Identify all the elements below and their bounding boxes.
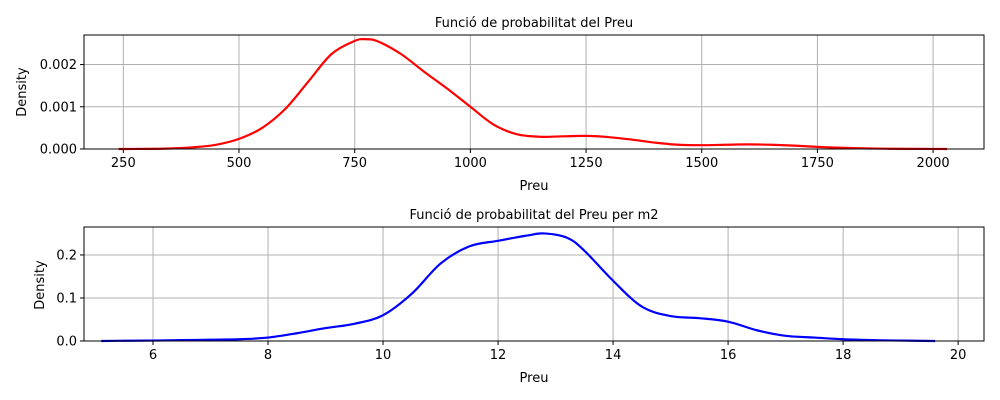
x-tick-label: 2000 bbox=[917, 156, 950, 171]
y-tick-label: 0.000 bbox=[40, 143, 77, 158]
x-axis: 6 8 10 12 14 16 18 20 bbox=[149, 341, 967, 363]
x-tick-label: 250 bbox=[111, 156, 136, 171]
y-tick-label: 0.1 bbox=[56, 291, 77, 306]
x-tick-label: 6 bbox=[149, 348, 157, 363]
y-axis-label: Density bbox=[15, 67, 30, 117]
x-tick-label: 18 bbox=[835, 348, 852, 363]
x-tick-label: 8 bbox=[264, 348, 272, 363]
x-tick-label: 14 bbox=[605, 348, 622, 363]
price-density-plot: Funció de probabilitat del Preu 250 500 75… bbox=[15, 16, 985, 194]
x-tick-label: 1250 bbox=[570, 156, 603, 171]
y-tick-label: 0.001 bbox=[40, 100, 77, 115]
chart-title: Funció de probabilitat del Preu bbox=[435, 16, 633, 31]
x-tick-label: 10 bbox=[375, 348, 392, 363]
y-axis-label: Density bbox=[33, 260, 48, 310]
price-per-m2-density-plot: Funció de probabilitat del Preu per m2 6… bbox=[33, 208, 985, 386]
y-tick-label: 0.002 bbox=[40, 58, 77, 73]
x-tick-label: 12 bbox=[490, 348, 507, 363]
x-axis: 250 500 750 1000 1250 1500 1750 2000 bbox=[111, 149, 950, 171]
density-line bbox=[118, 37, 947, 151]
y-tick-label: 0.2 bbox=[56, 248, 77, 263]
x-tick-label: 1750 bbox=[801, 156, 834, 171]
series-layer bbox=[118, 37, 947, 151]
density-line bbox=[101, 232, 936, 343]
grid-layer bbox=[84, 35, 984, 150]
grid-layer bbox=[84, 227, 984, 342]
x-tick-label: 1000 bbox=[454, 156, 487, 171]
x-tick-label: 500 bbox=[227, 156, 252, 171]
x-axis-label: Preu bbox=[520, 179, 549, 194]
plot-frame bbox=[83, 34, 985, 150]
x-tick-label: 750 bbox=[342, 156, 367, 171]
y-axis: 0.0 0.1 0.2 bbox=[56, 248, 84, 350]
chart-title: Funció de probabilitat del Preu per m2 bbox=[409, 208, 658, 223]
y-tick-label: 0.0 bbox=[56, 335, 77, 350]
x-tick-label: 16 bbox=[720, 348, 737, 363]
x-tick-label: 20 bbox=[950, 348, 967, 363]
plot-frame bbox=[83, 226, 985, 342]
x-tick-label: 1500 bbox=[685, 156, 718, 171]
x-axis-label: Preu bbox=[520, 371, 549, 386]
y-axis: 0.000 0.001 0.002 bbox=[40, 58, 84, 158]
series-layer bbox=[101, 232, 936, 343]
